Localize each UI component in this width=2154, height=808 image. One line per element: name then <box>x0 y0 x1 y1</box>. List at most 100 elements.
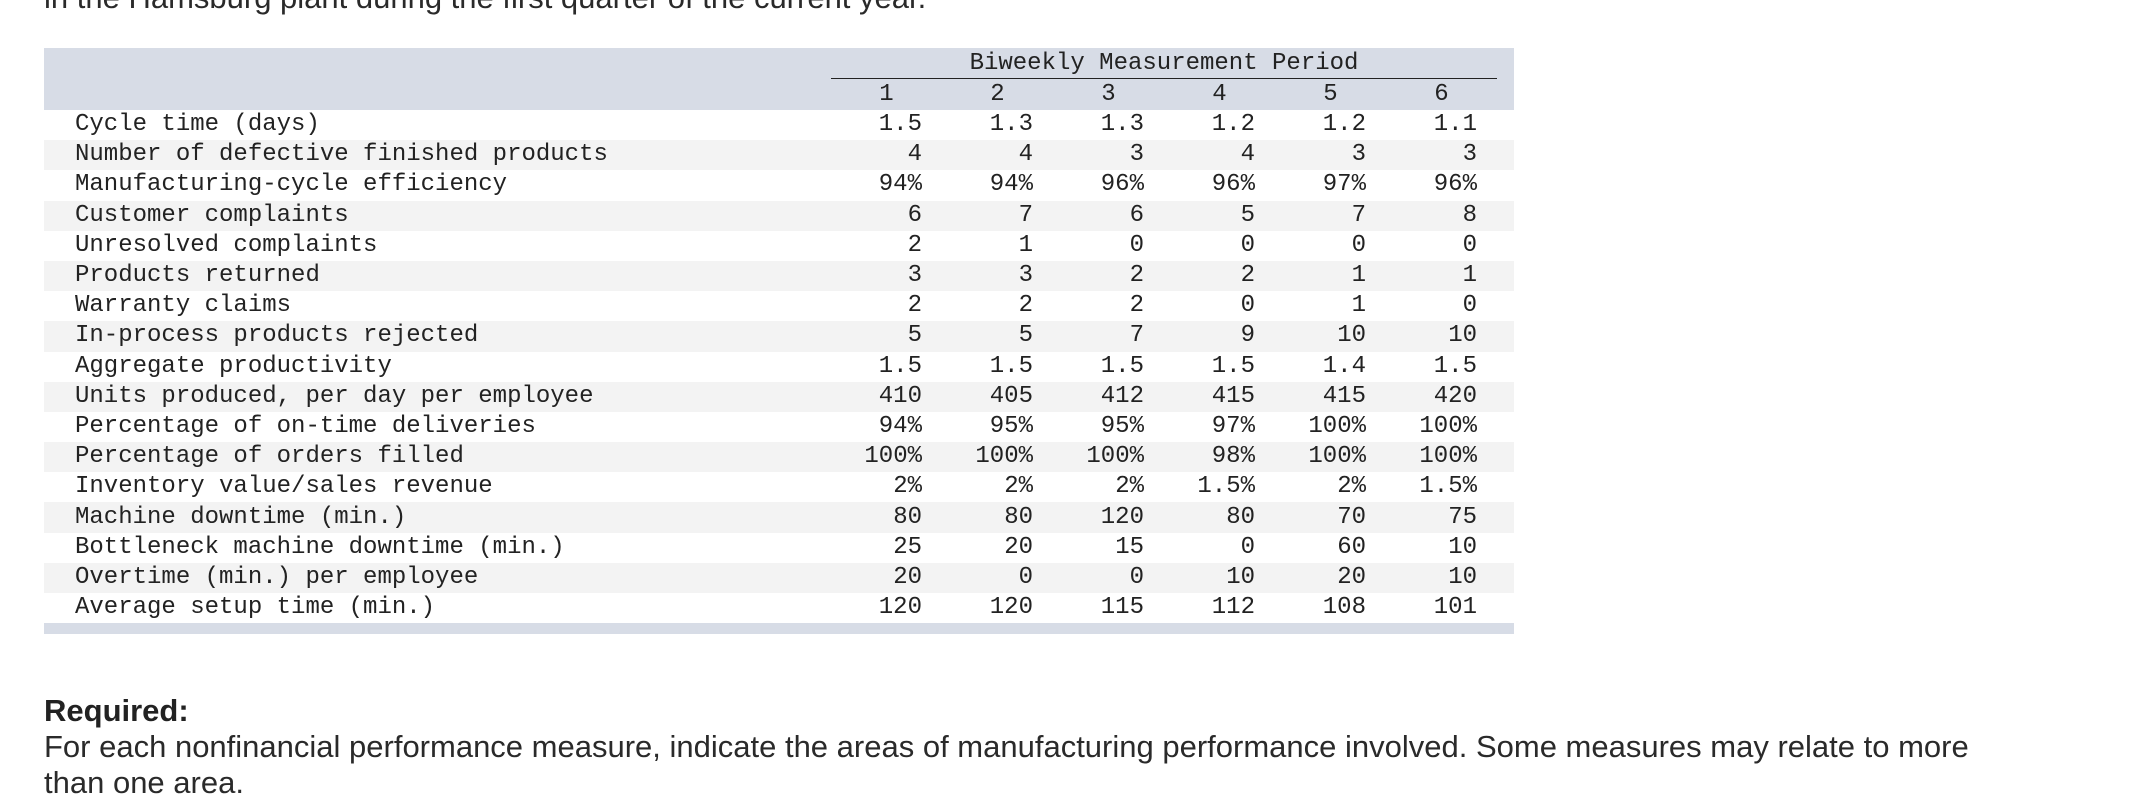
cell-value: 95% <box>989 412 1033 440</box>
cell-value: 1.2 <box>1322 111 1366 139</box>
row-label: Machine downtime (min.) <box>75 503 407 531</box>
cell-value: 410 <box>878 382 922 410</box>
cell-value: 1.5 <box>878 111 922 139</box>
table-row: Overtime (min.) per employee 20 0 0 10 20 10 <box>44 562 1514 593</box>
cell-value: 6 <box>1129 201 1144 229</box>
cell-value: 10 <box>1448 322 1477 350</box>
cell-value: 120 <box>989 594 1033 622</box>
table-row: Number of defective finished products 4 4 3… <box>44 140 1514 171</box>
row-label: Overtime (min.) per employee <box>75 563 479 591</box>
cell-value: 97% <box>1211 412 1255 440</box>
cell-value: 1 <box>1018 231 1033 259</box>
cell-value: 115 <box>1100 594 1144 622</box>
row-label: Inventory value/sales revenue <box>75 473 493 501</box>
cell-value: 96% <box>1211 171 1255 199</box>
cell-value: 420 <box>1433 382 1477 410</box>
table-body: Cycle time (days) 1.5 1.3 1.3 1.2 1.2 1.1 Numbe… <box>44 110 1514 624</box>
cell-value: 20 <box>1337 563 1366 591</box>
cell-value: 98% <box>1211 443 1255 471</box>
cell-value: 7 <box>1351 201 1366 229</box>
row-label: Warranty claims <box>75 292 292 320</box>
row-label: Bottleneck machine downtime (min.) <box>75 533 565 561</box>
period-header: 4 <box>1212 81 1227 108</box>
cell-value: 94% <box>878 412 922 440</box>
cell-value: 1.5 <box>1211 352 1255 380</box>
cell-value: 2% <box>1115 473 1144 501</box>
cell-value: 2 <box>1018 292 1033 320</box>
cell-value: 0 <box>1018 563 1033 591</box>
cell-value: 5 <box>1240 201 1255 229</box>
cell-value: 2% <box>1004 473 1033 501</box>
cell-value: 1.5 <box>989 352 1033 380</box>
period-header: 2 <box>990 81 1005 108</box>
cell-value: 10 <box>1226 563 1255 591</box>
cell-value: 1.5 <box>1433 352 1477 380</box>
cell-value: 101 <box>1433 594 1477 622</box>
cell-value: 0 <box>1351 231 1366 259</box>
cell-value: 2% <box>893 473 922 501</box>
cell-value: 1.2 <box>1211 111 1255 139</box>
table-row: Customer complaints 6 7 6 5 7 8 <box>44 200 1514 231</box>
cell-value: 100% <box>1308 443 1366 471</box>
table-row: Average setup time (min.) 120 120 115 112 108… <box>44 593 1514 624</box>
cell-value: 0 <box>1240 533 1255 561</box>
cell-value: 15 <box>1115 533 1144 561</box>
table-row: In-process products rejected 5 5 7 9 10 10 <box>44 321 1514 352</box>
required-body: For each nonfinancial performance measur… <box>44 729 1969 800</box>
table-row: Cycle time (days) 1.5 1.3 1.3 1.2 1.2 1.1 <box>44 110 1514 141</box>
cell-value: 1 <box>1351 292 1366 320</box>
cell-value: 1.3 <box>1100 111 1144 139</box>
cell-value: 94% <box>878 171 922 199</box>
cell-value: 0 <box>1129 563 1144 591</box>
period-header: 5 <box>1323 81 1338 108</box>
cell-value: 7 <box>1018 201 1033 229</box>
cell-value: 2 <box>1240 262 1255 290</box>
row-label: Manufacturing-cycle efficiency <box>75 171 508 199</box>
cell-value: 1.3 <box>989 111 1033 139</box>
performance-table-container: Biweekly Measurement Period 1 2 3 4 5 6 … <box>44 48 1514 635</box>
cell-value: 6 <box>907 201 922 229</box>
row-label: In-process products rejected <box>75 322 479 350</box>
cell-value: 8 <box>1462 201 1477 229</box>
cell-value: 100% <box>975 443 1033 471</box>
cell-value: 0 <box>1462 292 1477 320</box>
table-header: Biweekly Measurement Period 1 2 3 4 5 6 <box>44 48 1514 110</box>
intro-text: in the Hamsburg plant during the first q… <box>44 0 2104 16</box>
cell-value: 4 <box>1240 141 1255 169</box>
cell-value: 100% <box>1308 412 1366 440</box>
cell-value: 3 <box>1462 141 1477 169</box>
period-header: 3 <box>1101 81 1116 108</box>
cell-value: 95% <box>1100 412 1144 440</box>
cell-value: 1.5% <box>1419 473 1477 501</box>
cell-value: 20 <box>1004 533 1033 561</box>
cell-value: 120 <box>878 594 922 622</box>
cell-value: 100% <box>1419 443 1477 471</box>
table-row: Manufacturing-cycle efficiency 94% 94% 96% 9… <box>44 170 1514 201</box>
cell-value: 412 <box>1100 382 1144 410</box>
cell-value: 0 <box>1462 231 1477 259</box>
cell-value: 1.5 <box>878 352 922 380</box>
cell-value: 3 <box>1018 262 1033 290</box>
cell-value: 3 <box>907 262 922 290</box>
cell-value: 1.5 <box>1100 352 1144 380</box>
period-header: 1 <box>879 81 894 108</box>
cell-value: 100% <box>1419 412 1477 440</box>
table-row: Bottleneck machine downtime (min.) 25 20 15… <box>44 532 1514 563</box>
performance-measures-table: Biweekly Measurement Period 1 2 3 4 5 6 … <box>44 48 1514 624</box>
cell-value: 0 <box>1240 231 1255 259</box>
cell-value: 1.4 <box>1322 352 1366 380</box>
cell-value: 4 <box>1018 141 1033 169</box>
cell-value: 415 <box>1211 382 1255 410</box>
row-label: Number of defective finished products <box>75 141 608 169</box>
cell-value: 1 <box>1462 262 1477 290</box>
cell-value: 9 <box>1240 322 1255 350</box>
table-footer-bar <box>44 623 1514 635</box>
table-row: Warranty claims 2 2 2 0 1 0 <box>44 291 1514 322</box>
row-label: Customer complaints <box>75 201 349 229</box>
table-row: Machine downtime (min.) 80 80 120 80 70 75 <box>44 502 1514 533</box>
cell-value: 10 <box>1448 533 1477 561</box>
cell-value: 108 <box>1322 594 1366 622</box>
period-header: 6 <box>1434 81 1449 108</box>
cell-value: 75 <box>1448 503 1477 531</box>
cell-value: 70 <box>1337 503 1366 531</box>
